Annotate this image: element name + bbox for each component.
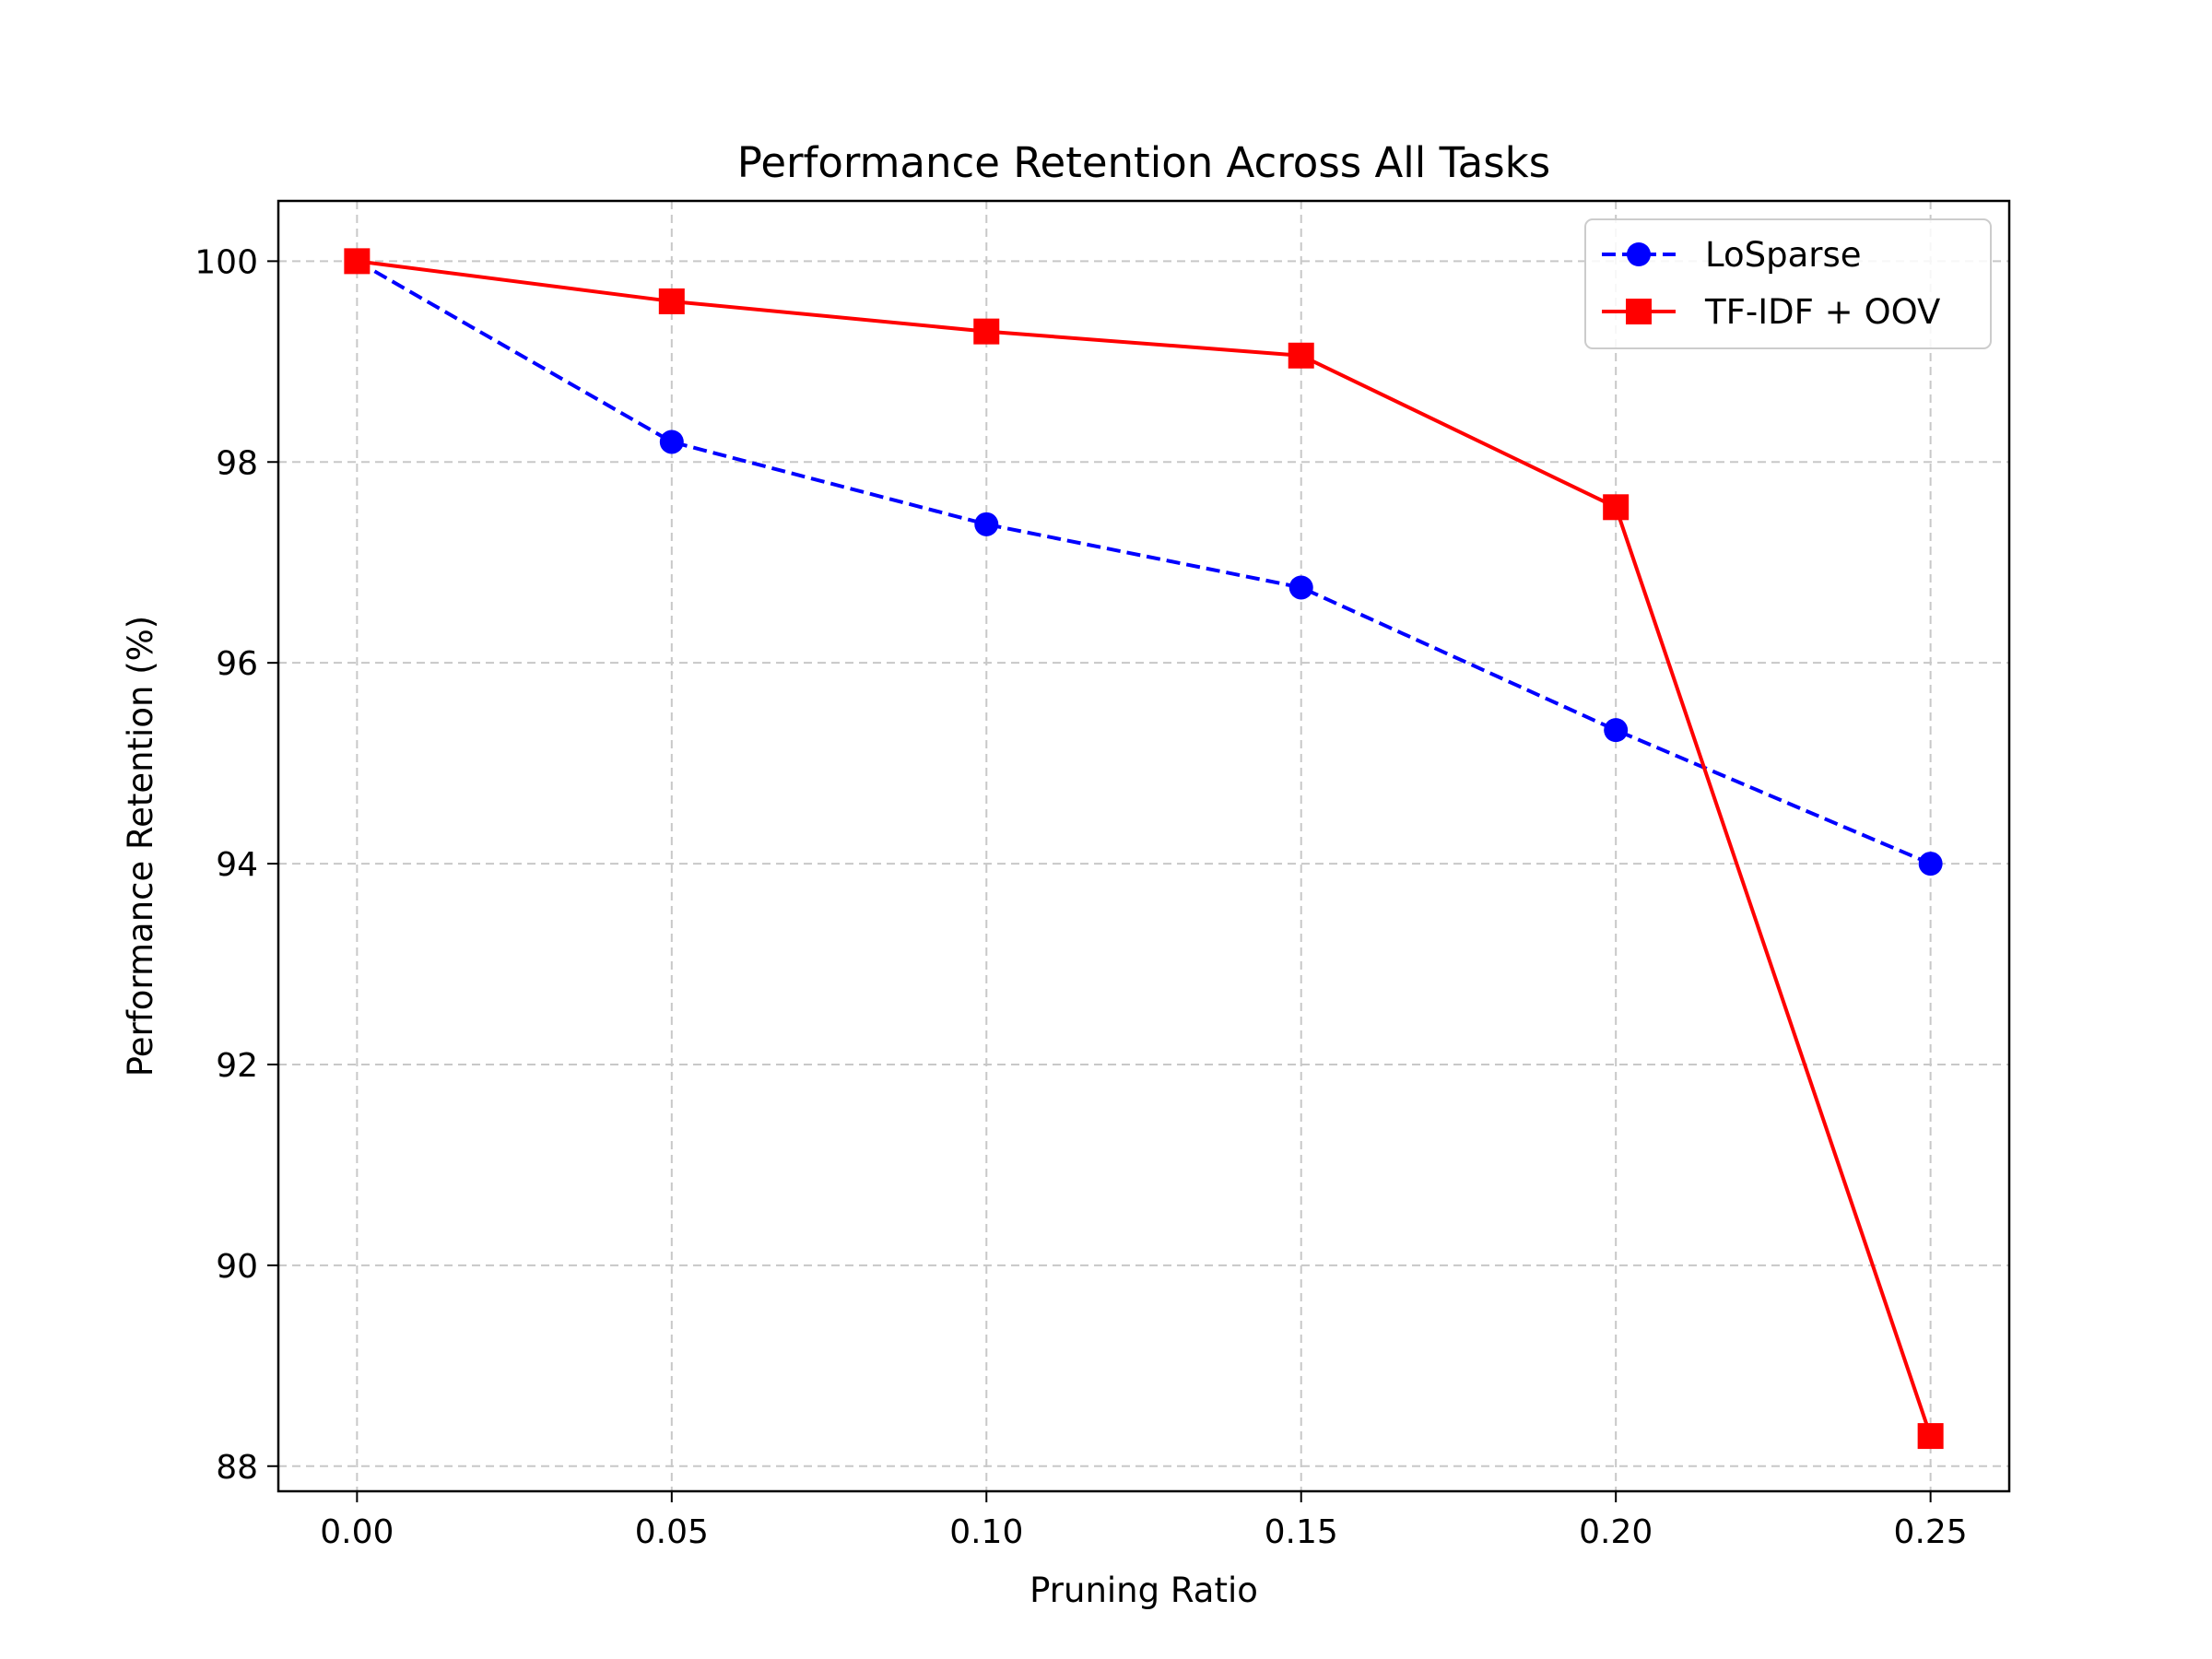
plot-frame	[276, 199, 2011, 1493]
data-point	[658, 288, 685, 314]
data-point	[659, 429, 684, 454]
y-tick-label: 96	[216, 645, 258, 683]
series-1	[344, 248, 1944, 1450]
legend-item: LoSparse	[1602, 235, 1862, 275]
data-point	[1603, 494, 1630, 521]
data-point	[1288, 575, 1313, 600]
y-ticks: 88 90 92 94 96 98 100	[194, 243, 278, 1487]
legend-label: LoSparse	[1705, 235, 1862, 275]
data-point	[1288, 342, 1314, 369]
y-tick-label: 94	[216, 846, 258, 884]
x-tick-label: 0.15	[1265, 1513, 1338, 1551]
x-tick-label: 0.05	[635, 1513, 709, 1551]
chart-title: Performance Retention Across All Tasks	[737, 138, 1550, 187]
grid-lines	[278, 201, 2009, 1491]
data-point	[1917, 1423, 1944, 1450]
data-point	[1604, 718, 1629, 743]
legend: LoSparse TF-IDF + OOV	[1584, 218, 1992, 349]
x-axis-label: Pruning Ratio	[1030, 1571, 1258, 1610]
legend-label: TF-IDF + OOV	[1704, 292, 1940, 332]
series-line	[357, 259, 1933, 1437]
legend-marker	[1627, 242, 1651, 266]
x-tick-label: 0.00	[320, 1513, 394, 1551]
legend-marker	[1626, 299, 1652, 324]
x-ticks: 0.00 0.05 0.10 0.15 0.20 0.25	[320, 1491, 1968, 1551]
x-tick-label: 0.20	[1579, 1513, 1653, 1551]
y-tick-label: 98	[216, 444, 258, 482]
x-tick-label: 0.10	[949, 1513, 1023, 1551]
data-point	[974, 512, 999, 536]
series-group	[344, 248, 1944, 1450]
data-point	[973, 318, 1000, 345]
y-tick-label: 100	[194, 243, 258, 281]
y-tick-label: 90	[216, 1248, 258, 1286]
y-axis-label: Performance Retention (%)	[121, 616, 160, 1077]
data-point	[1918, 852, 1943, 877]
y-tick-label: 88	[216, 1449, 258, 1487]
legend-item: TF-IDF + OOV	[1602, 292, 1940, 332]
series-line	[356, 259, 1932, 865]
legend-box	[1584, 218, 1992, 349]
y-tick-label: 92	[216, 1047, 258, 1085]
data-point	[344, 248, 371, 275]
x-tick-label: 0.25	[1894, 1513, 1968, 1551]
